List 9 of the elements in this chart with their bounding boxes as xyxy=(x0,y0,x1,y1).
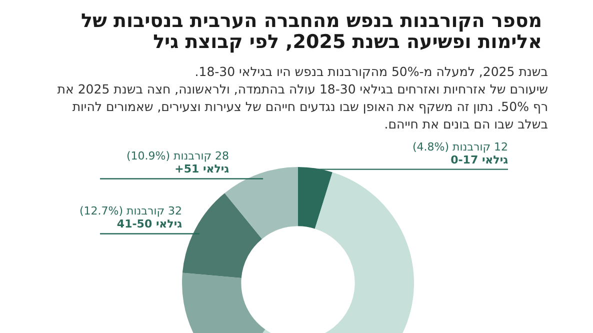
data-label: 28 קורבנות (10.9%) xyxy=(126,150,230,163)
slice-label: גילאי 51+ xyxy=(174,162,230,176)
text: שיעורם של אזרחיות ואזרחים בגילאי 18-30 עולה בהתמדה, ולראשונה, חצה בשנת 2025 את רף 50%. נתון זה משקף את האופן שבו נגדעים חייהם של צעירות וצעירים, שאמורים להיות בשלב שבו הם בונים את חייהם. xyxy=(57,82,548,132)
data-label: 12 קורבנות (4.8%) xyxy=(412,140,508,154)
slice-label: גילאי 41-50 xyxy=(116,218,182,231)
chart-title: מספר הקורבנות בנפש מהחברה הערבית בנסיבות של אלימות ופשיעה בשנת 2025, לפי קבוצת גיל xyxy=(80,10,542,53)
slice-label: גילאי 0-17 xyxy=(450,153,508,166)
data-label: 32 קורבנות (12.7%) xyxy=(79,204,182,218)
text: בשנת 2025, למעלה מ-50% מהקורבנות בנפש היו בגילאי 18-30. xyxy=(194,64,548,79)
